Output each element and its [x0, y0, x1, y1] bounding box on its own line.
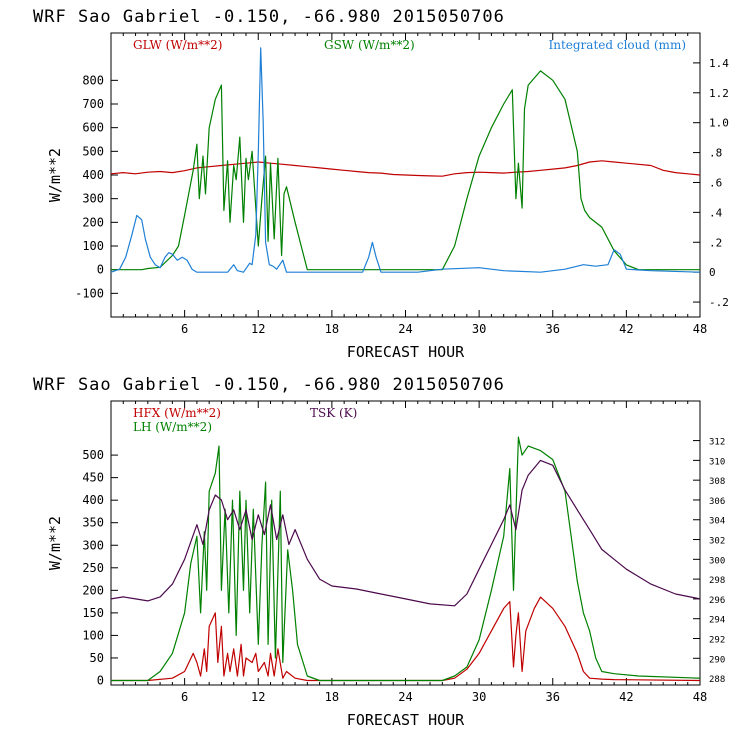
- x-tick-label: 48: [693, 690, 707, 704]
- y-tick-label: 800: [82, 73, 104, 87]
- y2-tick-label: 292: [709, 635, 725, 645]
- y2-tick-label: 302: [709, 537, 725, 547]
- x-tick-label: 18: [325, 322, 339, 336]
- x-tick-label: 42: [619, 690, 633, 704]
- series-line-glw: [110, 160, 701, 177]
- y-tick-label: 500: [82, 448, 104, 462]
- y2-tick-label: 1.0: [709, 117, 729, 130]
- chart-title: WRF Sao Gabriel -0.150, -66.980 20150507…: [33, 375, 505, 395]
- x-tick-label: 36: [546, 690, 560, 704]
- y-tick-label: 0: [97, 263, 104, 277]
- y2-tick-label: 288: [709, 675, 725, 685]
- y-tick-label: 400: [82, 493, 104, 507]
- y-tick-label: -100: [75, 286, 104, 300]
- y2-tick-label: .6: [709, 176, 722, 189]
- y2-tick-label: 1.2: [709, 87, 729, 100]
- y2-tick-label: .4: [709, 206, 723, 219]
- y-tick-label: 350: [82, 516, 104, 530]
- x-tick-label: 48: [693, 322, 707, 336]
- legend-entry: GSW (W/m**2): [324, 38, 415, 52]
- legend-entry: TSK (K): [310, 406, 357, 420]
- y-tick-label: 0: [97, 673, 104, 687]
- y-tick-label: 400: [82, 168, 104, 182]
- y2-tick-label: 1.4: [709, 57, 729, 70]
- y2-tick-label: 308: [709, 477, 725, 487]
- y-tick-label: 250: [82, 561, 104, 575]
- y-axis-label: W/m**2: [46, 516, 64, 570]
- y-tick-label: 50: [90, 651, 104, 665]
- y2-tick-label: 304: [709, 517, 725, 527]
- x-axis-label: FORECAST HOUR: [347, 343, 465, 361]
- x-tick-label: 6: [181, 322, 188, 336]
- x-tick-label: 18: [325, 690, 339, 704]
- legend-entry: GLW (W/m**2): [133, 38, 222, 52]
- y-tick-label: 700: [82, 97, 104, 111]
- x-tick-label: 36: [546, 322, 560, 336]
- chart-panel-1: WRF Sao Gabriel -0.150, -66.980 20150507…: [33, 7, 729, 361]
- series-line-hfx: [111, 596, 701, 682]
- y-tick-label: 600: [82, 121, 104, 135]
- y-tick-label: 200: [82, 583, 104, 597]
- y2-tick-label: 0: [709, 266, 716, 279]
- series-line-gsw: [111, 70, 700, 271]
- y2-tick-label: 312: [709, 438, 725, 448]
- y-axis-label: W/m**2: [46, 148, 64, 202]
- y2-tick-label: 300: [709, 556, 725, 566]
- x-tick-label: 24: [398, 322, 412, 336]
- y-tick-label: 100: [82, 628, 104, 642]
- y2-tick-label: -.2: [709, 296, 729, 309]
- x-tick-label: 6: [181, 690, 188, 704]
- x-axis-label: FORECAST HOUR: [347, 711, 465, 729]
- x-tick-label: 12: [251, 690, 265, 704]
- y2-tick-label: 310: [709, 457, 725, 467]
- y-tick-label: 300: [82, 192, 104, 206]
- y2-tick-label: 306: [709, 497, 725, 507]
- x-tick-label: 30: [472, 322, 486, 336]
- y-tick-label: 200: [82, 215, 104, 229]
- y-tick-label: 500: [82, 144, 104, 158]
- plot-frame: [110, 400, 701, 686]
- x-tick-label: 12: [251, 322, 265, 336]
- y-tick-label: 100: [82, 239, 104, 253]
- y-tick-label: 300: [82, 538, 104, 552]
- y-tick-label: 150: [82, 606, 104, 620]
- series-line-tsk: [110, 459, 701, 607]
- y2-tick-label: .8: [709, 147, 722, 160]
- y2-tick-label: .2: [709, 236, 722, 249]
- y2-tick-label: 294: [709, 616, 725, 626]
- x-tick-label: 42: [619, 322, 633, 336]
- y2-tick-label: 296: [709, 596, 725, 606]
- chart-panel-2: WRF Sao Gabriel -0.150, -66.980 20150507…: [33, 375, 725, 729]
- y2-tick-label: 290: [709, 655, 725, 665]
- x-tick-label: 30: [472, 690, 486, 704]
- x-tick-label: 24: [398, 690, 412, 704]
- series-line-integrated: [110, 47, 701, 273]
- chart-title: WRF Sao Gabriel -0.150, -66.980 20150507…: [33, 7, 505, 27]
- y-tick-label: 450: [82, 471, 104, 485]
- legend-entry: LH (W/m**2): [133, 420, 212, 434]
- legend-entry: Integrated cloud (mm): [548, 38, 686, 52]
- series-line-lh: [111, 436, 701, 682]
- legend-entry: HFX (W/m**2): [133, 406, 221, 420]
- y2-tick-label: 298: [709, 576, 725, 586]
